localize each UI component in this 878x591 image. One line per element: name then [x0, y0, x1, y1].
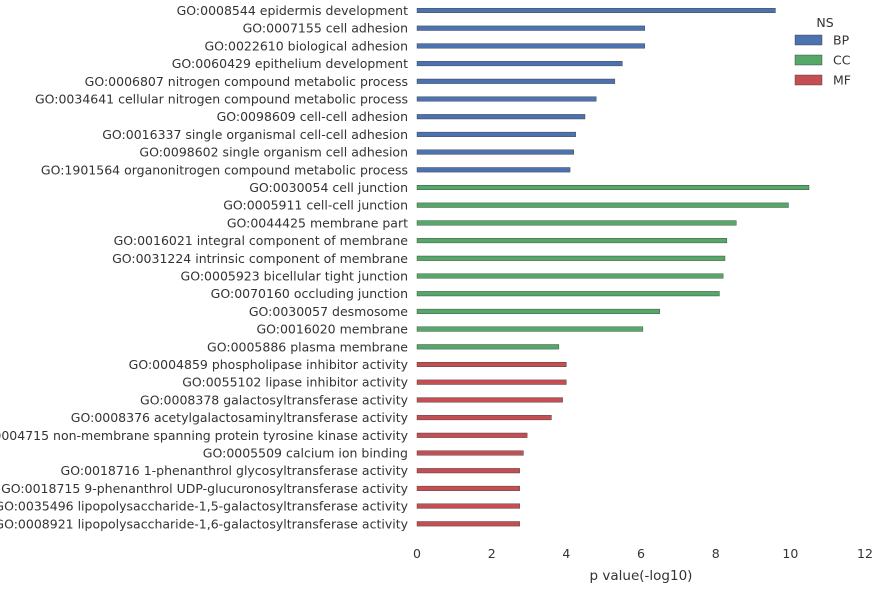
bar-bp-4 [416, 61, 623, 67]
category-label: GO:0030057 desmosome [249, 304, 408, 319]
category-label: GO:0016021 integral component of membran… [114, 233, 409, 248]
bar-bp-1 [416, 7, 776, 13]
bar-cc-17 [416, 291, 720, 297]
legend-swatch-cc [794, 54, 823, 66]
category-label: GO:0098609 cell-cell adhesion [217, 109, 408, 124]
bar-cc-13 [416, 220, 737, 226]
bar-mf-26 [416, 450, 524, 456]
category-label: GO:0030054 cell junction [249, 180, 408, 195]
bar-bp-10 [416, 167, 571, 173]
category-label: GO:0060429 epithelium development [172, 56, 408, 71]
category-label: GO:0018715 9-phenanthrol UDP-glucuronosy… [1, 481, 408, 496]
category-label: GO:0035496 lipopolysaccharide-1,5-galact… [0, 499, 409, 514]
bar-bp-9 [416, 149, 575, 155]
legend-title: NS [816, 15, 833, 30]
category-label: GO:0098602 single organism cell adhesion [139, 145, 408, 160]
category-label: GO:1901564 organonitrogen compound metab… [41, 162, 408, 177]
category-label: GO:0034641 cellular nitrogen compound me… [35, 92, 408, 107]
category-label: GO:0022610 biological adhesion [205, 38, 409, 53]
bar-cc-19 [416, 326, 644, 332]
bar-mf-22 [416, 379, 567, 385]
bar-cc-11 [416, 184, 810, 190]
x-tick-label: 12 [857, 546, 873, 561]
category-label: GO:0004715 non-membrane spanning protein… [0, 428, 409, 443]
category-label: GO:0031224 intrinsic component of membra… [112, 251, 408, 266]
category-label: GO:0008378 galactosyltransferase activit… [140, 392, 409, 407]
legend-label-mf: MF [833, 73, 851, 88]
legend-entries: BP CC MF [794, 33, 851, 88]
x-tick-labels: 0 2 4 6 8 10 12 [413, 546, 873, 561]
bar-cc-18 [416, 308, 660, 314]
category-label: GO:0008544 epidermis development [177, 3, 408, 18]
x-tick-label: 4 [562, 546, 570, 561]
category-label: GO:0005509 calcium ion binding [203, 446, 408, 461]
bar-bp-8 [416, 131, 576, 137]
legend-label-bp: BP [833, 33, 850, 48]
category-label: GO:0018716 1-phenanthrol glycosyltransfe… [61, 463, 409, 478]
bar-bp-2 [416, 25, 645, 31]
category-label: GO:0008376 acetylgalactosaminyltransfera… [71, 410, 409, 425]
x-tick-label: 8 [712, 546, 720, 561]
category-label: GO:0007155 cell adhesion [243, 21, 408, 36]
category-label: GO:0070160 occluding junction [211, 286, 408, 301]
category-label: GO:0008921 lipopolysaccharide-1,6-galact… [0, 516, 409, 531]
category-label: GO:0044425 membrane part [227, 215, 408, 230]
bar-cc-20 [416, 344, 560, 350]
legend-swatch-mf [794, 74, 823, 86]
category-label: GO:0005886 plasma membrane [207, 339, 408, 354]
bars-layer [416, 7, 810, 527]
bar-mf-29 [416, 503, 520, 509]
legend-label-cc: CC [833, 53, 851, 68]
category-label: GO:0005923 bicellular tight junction [181, 269, 408, 284]
bar-mf-21 [416, 362, 567, 368]
bar-mf-24 [416, 415, 552, 421]
bar-bp-6 [416, 96, 597, 102]
bar-cc-16 [416, 273, 724, 279]
bar-cc-12 [416, 202, 789, 208]
bar-bp-5 [416, 78, 616, 84]
category-labels: GO:0008544 epidermis development GO:00071… [0, 3, 409, 531]
bar-mf-28 [416, 485, 520, 491]
category-label: GO:0004859 phospholipase inhibitor activ… [129, 357, 409, 372]
bar-mf-23 [416, 397, 563, 403]
bar-cc-15 [416, 255, 726, 261]
category-label: GO:0005911 cell-cell junction [223, 198, 408, 213]
bar-bp-3 [416, 43, 645, 49]
category-label: GO:0016020 membrane [256, 322, 408, 337]
bar-mf-25 [416, 432, 528, 438]
bar-mf-30 [416, 521, 520, 527]
x-tick-label: 2 [488, 546, 496, 561]
category-label: GO:0016337 single organismal cell-cell a… [102, 127, 408, 142]
bar-mf-27 [416, 468, 520, 474]
bar-bp-7 [416, 114, 586, 120]
category-label: GO:0055102 lipase inhibitor activity [182, 375, 408, 390]
legend-swatch-bp [794, 34, 823, 46]
bar-cc-14 [416, 238, 728, 244]
x-tick-label: 0 [413, 546, 421, 561]
x-axis-title: p value(-log10) [590, 568, 693, 584]
legend: NS BP CC MF [794, 15, 851, 88]
category-label: GO:0006807 nitrogen compound metabolic p… [85, 74, 408, 89]
x-tick-label: 10 [782, 546, 798, 561]
x-tick-label: 6 [637, 546, 645, 561]
